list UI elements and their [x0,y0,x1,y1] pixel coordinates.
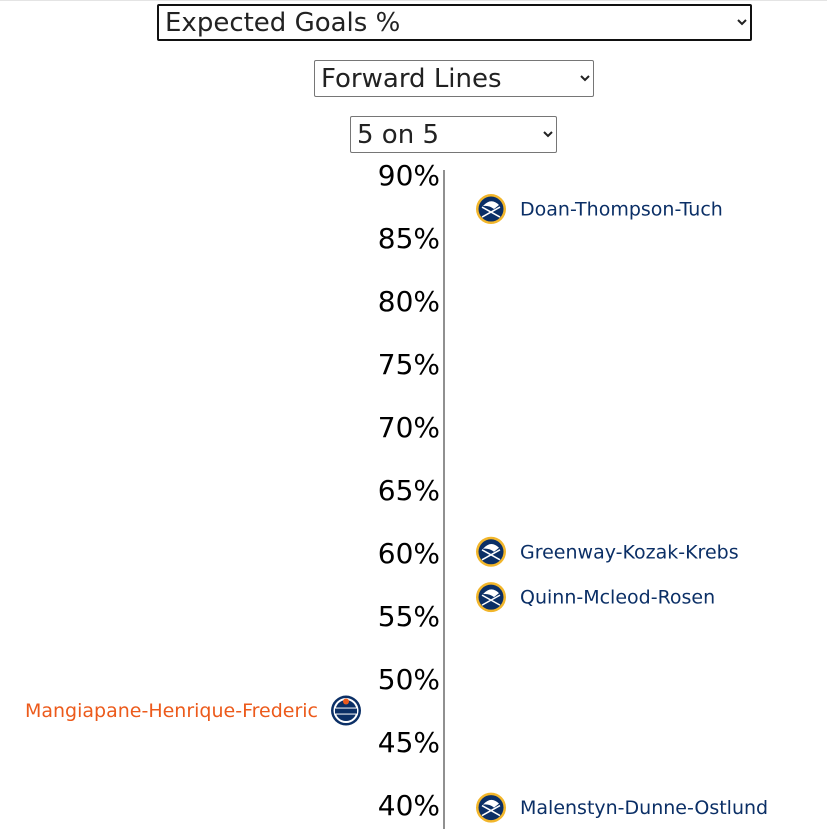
line-label: Doan-Thompson-Tuch [520,199,723,221]
logo-animal [483,544,499,552]
logo-animal [483,589,499,598]
y-tick-label: 60% [378,537,440,570]
logo-animal [483,799,499,808]
logo-swords [481,594,501,606]
team-logo [476,194,506,225]
y-tick-label: 40% [378,789,440,822]
y-tick-label: 55% [378,600,440,633]
line-label: Greenway-Kozak-Krebs [520,541,739,563]
logo-body [478,196,504,222]
strength-select[interactable]: 5 on 5 [350,116,557,153]
logo-drop [343,698,349,705]
y-tick-label: 50% [378,663,440,696]
logo-animal [483,201,499,210]
y-tick-label: 70% [378,411,440,444]
logo-swords [481,206,501,218]
y-tick-label: 90% [378,159,440,192]
y-tick-label: 80% [378,285,440,318]
team-logo [331,695,361,726]
logo-swords [481,804,501,817]
team-logo [476,536,506,567]
line-label: Malenstyn-Dunne-Ostlund [520,797,768,819]
y-tick-label: 75% [378,348,440,381]
y-tick-label: 85% [378,222,440,255]
y-tick-label: 65% [378,474,440,507]
team-logo [476,792,506,823]
logo-body [478,539,504,565]
unit-select[interactable]: Forward Lines [314,60,594,97]
metric-select[interactable]: Expected Goals % [157,4,752,41]
logo-band-inner [335,708,357,714]
y-tick-label: 45% [378,726,440,759]
logo-swords [481,549,501,561]
line-label: Mangiapane-Henrique-Frederic [25,700,318,722]
team-logo [476,582,506,613]
logo-body [478,584,504,610]
line-label: Quinn-Mcleod-Rosen [520,587,715,609]
logo-body [478,795,504,821]
top-border [0,0,827,1]
